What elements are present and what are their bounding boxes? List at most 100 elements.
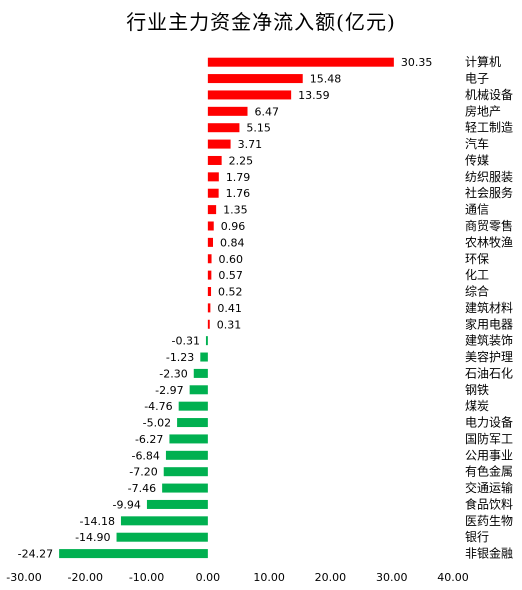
data-label: -2.97: [155, 384, 183, 397]
bar-汽车: [207, 139, 231, 149]
data-label: 2.25: [229, 154, 254, 167]
data-label: 0.41: [217, 302, 242, 315]
data-label: 0.60: [219, 253, 244, 266]
bar-石油石化: [193, 368, 208, 378]
category-label: 交通运输: [465, 480, 513, 495]
category-label: 家用电器: [465, 316, 513, 331]
data-label: 3.71: [238, 138, 263, 151]
category-label: 煤炭: [465, 399, 489, 413]
bar-综合: [207, 287, 212, 297]
bar-交通运输: [162, 483, 208, 493]
data-label: 13.59: [298, 89, 330, 102]
data-label: -1.23: [166, 351, 194, 364]
category-label: 钢铁: [465, 383, 489, 397]
category-label: 有色金属: [465, 464, 513, 479]
category-label: 食品饮料: [465, 496, 513, 511]
data-label: -4.76: [144, 400, 172, 413]
bar-化工: [207, 270, 212, 280]
bar-食品饮料: [146, 499, 208, 509]
bar-非银金融: [59, 549, 208, 559]
category-labels-group: 计算机电子机械设备房地产轻工制造汽车传媒纺织服装社会服务通信商贸零售农林牧渔环保…: [465, 54, 513, 560]
category-label: 建筑材料: [465, 300, 513, 315]
data-label: 5.15: [246, 122, 271, 135]
category-label: 石油石化: [465, 366, 513, 380]
bar-计算机: [207, 57, 394, 67]
category-label: 化工: [465, 268, 489, 282]
bar-电力设备: [177, 418, 208, 428]
category-label: 机械设备: [465, 87, 513, 102]
category-label: 轻工制造: [465, 121, 513, 135]
bar-美容护理: [200, 352, 208, 362]
category-label: 通信: [465, 203, 489, 217]
x-tick-label: 0.00: [196, 571, 221, 584]
data-label: 0.31: [217, 318, 242, 331]
category-label: 建筑装饰: [465, 333, 513, 348]
bar-传媒: [207, 155, 222, 165]
bar-有色金属: [163, 467, 208, 477]
data-label: -24.27: [18, 548, 53, 561]
data-label: 1.76: [226, 187, 251, 200]
data-label: 15.48: [310, 73, 342, 86]
data-label: -7.20: [129, 466, 157, 479]
category-label: 公用事业: [465, 448, 513, 462]
category-label: 传媒: [465, 152, 489, 167]
bar-钢铁: [189, 385, 208, 395]
data-label: 1.79: [226, 171, 251, 184]
x-tick-label: -20.00: [68, 571, 103, 584]
category-label: 纺织服装: [465, 170, 513, 184]
category-label: 美容护理: [465, 349, 513, 364]
bar-煤炭: [178, 401, 208, 411]
category-label: 银行: [465, 530, 489, 544]
data-label: -2.30: [159, 367, 187, 380]
bar-环保: [207, 254, 212, 264]
data-label: -14.18: [79, 515, 114, 528]
category-label: 电子: [465, 72, 489, 86]
x-tick-label: 20.00: [315, 571, 347, 584]
bar-国防军工: [169, 434, 208, 444]
data-label: -5.02: [143, 417, 171, 430]
data-label: -0.31: [171, 335, 199, 348]
x-tick-label: 10.00: [253, 571, 285, 584]
bar-轻工制造: [207, 123, 240, 133]
x-tick-label: -30.00: [6, 571, 41, 584]
category-label: 非银金融: [465, 546, 513, 561]
bar-商贸零售: [207, 221, 214, 231]
bar-公用事业: [165, 450, 208, 460]
bar-纺织服装: [207, 172, 219, 182]
data-label: 0.84: [220, 236, 245, 249]
data-labels-group: 30.35 15.48 13.59 6.47 5.15 3.71 2.25 1.79 1.76 1…: [18, 56, 433, 560]
bar-农林牧渔: [207, 237, 214, 247]
data-label: 30.35: [401, 56, 433, 69]
bar-通信: [207, 205, 217, 215]
category-label: 环保: [465, 252, 489, 266]
x-tick-label: -10.00: [129, 571, 164, 584]
data-label: -14.90: [75, 531, 110, 544]
category-label: 电力设备: [465, 416, 513, 430]
category-label: 商贸零售: [465, 218, 513, 233]
data-label: 6.47: [255, 105, 280, 118]
bar-家用电器: [207, 319, 210, 329]
category-label: 房地产: [465, 103, 501, 118]
bar-机械设备: [207, 90, 292, 100]
bar-房地产: [207, 106, 248, 116]
data-label: -7.46: [128, 482, 156, 495]
category-label: 计算机: [465, 54, 501, 69]
data-label: -6.84: [131, 449, 159, 462]
bar-建筑装饰: [205, 336, 208, 346]
x-tick-label: 30.00: [376, 571, 408, 584]
data-label: 0.57: [218, 269, 243, 282]
bars-group: [59, 57, 394, 559]
category-label: 汽车: [465, 136, 489, 151]
bar-电子: [207, 74, 303, 84]
data-label: 1.35: [223, 204, 248, 217]
chart-title: 行业主力资金净流入额(亿元): [126, 10, 396, 34]
category-label: 农林牧渔: [465, 235, 513, 249]
data-label: -6.27: [135, 433, 163, 446]
data-label: 0.96: [221, 220, 246, 233]
category-label: 医药生物: [465, 514, 513, 528]
x-axis-ticks-group: -30.00 -20.00 -10.00 0.00 10.00 20.00 30.00 40.…: [6, 571, 468, 584]
data-label: 0.52: [218, 286, 243, 299]
data-label: -9.94: [112, 498, 140, 511]
category-label: 综合: [465, 284, 489, 299]
